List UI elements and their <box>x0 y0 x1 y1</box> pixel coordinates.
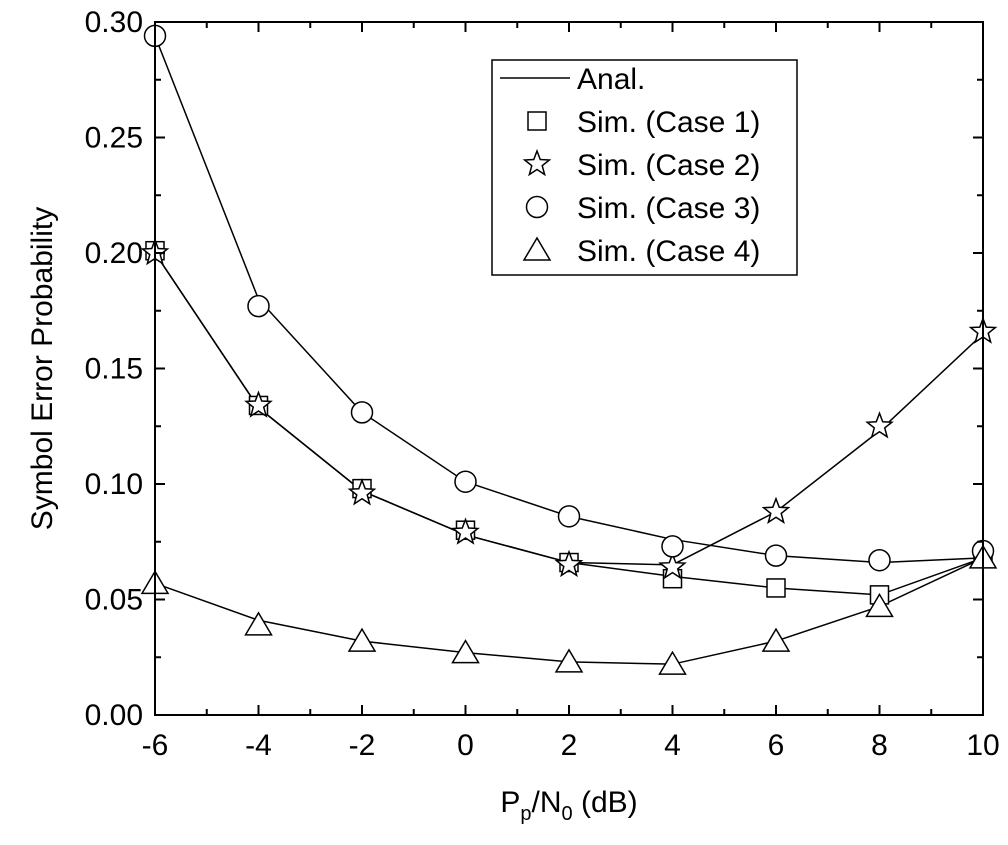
sim-case-4-triangle-marker <box>244 611 273 636</box>
sim-case-3-circle-marker <box>557 505 581 528</box>
x-axis-title-subscript-0: 0 <box>562 803 573 825</box>
axis-ticks <box>154 21 984 716</box>
sim-case-3-circle-marker <box>868 548 891 572</box>
sim-case-4-triangle-marker <box>347 627 377 652</box>
y-tick-label: 0.30 <box>85 6 143 39</box>
y-tick-label: 0.05 <box>85 584 143 617</box>
sim-case-4-triangle-marker <box>658 650 687 675</box>
legend-circle-swatch <box>525 195 549 219</box>
sim-case-4-triangle-marker <box>451 639 480 664</box>
sim-case-2-star-marker <box>244 390 273 418</box>
y-tick-label: 0.00 <box>85 699 143 732</box>
x-tick-label: -4 <box>245 729 272 762</box>
sim-case-3-circle-marker <box>764 544 788 567</box>
sim-case-4-triangle-marker <box>554 648 584 673</box>
x-axis-title: Pp/N0 (dB) <box>500 786 637 825</box>
x-tick-label: -2 <box>349 729 376 762</box>
y-tick-label: 0.20 <box>85 237 143 270</box>
legend-label: Sim. (Case 2) <box>577 149 760 182</box>
legend-triangle-swatch <box>522 236 552 261</box>
sim-case-3-circle-marker <box>350 401 374 424</box>
anal-curve-case-4 <box>154 557 984 665</box>
y-tick-label: 0.15 <box>85 353 143 386</box>
legend-label: Sim. (Case 4) <box>577 235 760 268</box>
y-axis-title: Symbol Error Probability <box>26 207 59 530</box>
y-tick-label: 0.10 <box>85 468 143 501</box>
legend-label: Anal. <box>577 63 645 96</box>
legend-label: Sim. (Case 1) <box>577 106 760 139</box>
legend-star-swatch <box>522 148 552 177</box>
sim-case-2-star-marker <box>658 552 687 580</box>
sim-case-2-star-marker <box>865 411 894 439</box>
sim-case-2-star-marker <box>761 496 791 524</box>
x-axis-title-p: P <box>500 786 520 819</box>
x-axis-title-unit: (dB) <box>573 786 638 819</box>
y-tick-label: 0.25 <box>85 122 143 155</box>
sim-case-3-circle-marker <box>247 294 270 318</box>
sim-case-4-triangle-marker <box>865 592 894 618</box>
x-tick-label: -6 <box>142 729 169 762</box>
x-tick-label: 10 <box>966 729 999 762</box>
sim-case-3-circle-marker <box>661 535 684 558</box>
legend: Anal. Sim. (Case 1) Sim. (Case 2) Sim. (Cas… <box>491 59 798 276</box>
sim-case-2-star-marker <box>554 549 584 578</box>
x-tick-label: 0 <box>457 729 474 762</box>
x-axis-title-subscript-p: p <box>520 803 531 825</box>
sim-case-3-circle-marker <box>454 470 477 493</box>
x-axis-title-n: /N <box>532 786 562 819</box>
legend-square-swatch <box>527 111 547 131</box>
sim-case-4-triangle-marker <box>761 627 791 652</box>
sim-case-2-star-marker <box>451 517 480 545</box>
legend-label: Sim. (Case 3) <box>577 192 760 225</box>
x-tick-label: 2 <box>561 729 578 762</box>
sim-case-1-square-marker <box>766 578 786 598</box>
x-tick-label: 6 <box>768 729 785 762</box>
sim-case-2-star-marker <box>347 478 377 506</box>
x-tick-label: 4 <box>664 729 681 762</box>
x-tick-label: 8 <box>871 729 888 762</box>
